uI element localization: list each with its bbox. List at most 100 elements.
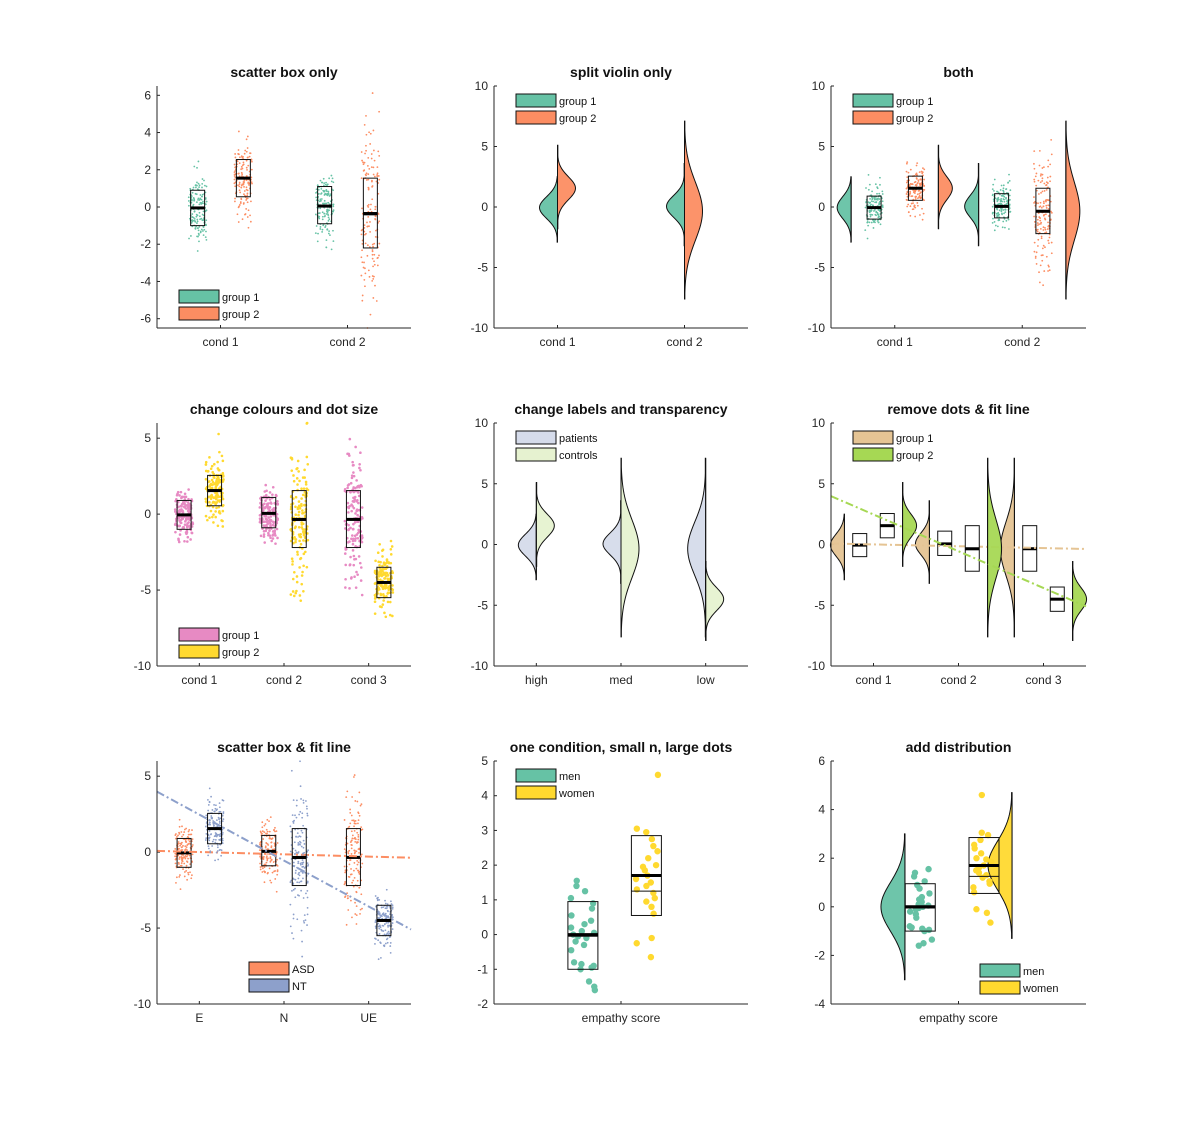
data-point bbox=[371, 279, 374, 282]
data-point bbox=[190, 235, 192, 237]
data-point bbox=[216, 808, 218, 811]
data-point bbox=[322, 224, 325, 227]
y-tick-label: 5 bbox=[818, 477, 825, 491]
data-point bbox=[878, 210, 881, 212]
data-point bbox=[271, 493, 274, 496]
data-point bbox=[391, 907, 394, 910]
data-point bbox=[365, 172, 368, 175]
data-point bbox=[1050, 241, 1053, 244]
data-point bbox=[183, 856, 185, 858]
data-point bbox=[179, 874, 181, 876]
data-point bbox=[367, 173, 370, 176]
data-point bbox=[259, 518, 262, 522]
data-point bbox=[908, 185, 911, 187]
legend-label: group 2 bbox=[222, 647, 259, 659]
data-point bbox=[1043, 217, 1046, 220]
data-point bbox=[361, 299, 364, 302]
data-point bbox=[212, 472, 215, 476]
data-point bbox=[296, 832, 299, 835]
data-point bbox=[315, 225, 318, 227]
data-point bbox=[242, 202, 245, 204]
data-point bbox=[648, 903, 655, 910]
data-point bbox=[1045, 188, 1048, 191]
data-point bbox=[294, 849, 297, 852]
y-tick-label: -4 bbox=[814, 997, 825, 1011]
data-point bbox=[180, 502, 184, 506]
data-point bbox=[352, 474, 356, 478]
data-point bbox=[297, 526, 301, 529]
data-point bbox=[1008, 194, 1011, 197]
data-point bbox=[373, 597, 377, 600]
data-point bbox=[1047, 221, 1049, 224]
data-point bbox=[189, 187, 192, 190]
data-point bbox=[291, 560, 294, 563]
data-point bbox=[391, 584, 394, 587]
data-point bbox=[361, 242, 364, 245]
data-point bbox=[191, 191, 194, 194]
data-point bbox=[262, 867, 264, 870]
data-point bbox=[355, 500, 358, 503]
data-point bbox=[196, 214, 199, 217]
y-tick-label: -2 bbox=[140, 237, 151, 251]
data-point bbox=[386, 937, 389, 940]
data-point bbox=[247, 209, 250, 212]
data-point bbox=[923, 189, 926, 191]
data-point bbox=[1040, 173, 1042, 176]
data-point bbox=[266, 830, 269, 833]
data-point bbox=[1047, 270, 1049, 272]
data-point bbox=[357, 819, 360, 822]
data-point bbox=[353, 849, 356, 852]
data-point bbox=[190, 531, 194, 535]
data-point bbox=[993, 229, 996, 232]
data-point bbox=[314, 213, 317, 216]
data-point bbox=[391, 928, 394, 930]
data-point bbox=[1008, 207, 1011, 210]
data-point bbox=[363, 224, 366, 227]
data-point bbox=[350, 847, 353, 850]
data-point bbox=[922, 184, 925, 187]
data-point bbox=[178, 875, 181, 878]
data-point bbox=[243, 190, 246, 192]
y-tick-label: 3 bbox=[481, 823, 488, 837]
data-point bbox=[245, 166, 248, 169]
data-point bbox=[350, 853, 353, 855]
data-point bbox=[360, 803, 363, 805]
data-point bbox=[240, 171, 243, 174]
data-point bbox=[275, 494, 278, 498]
data-point bbox=[907, 211, 910, 213]
data-point bbox=[319, 198, 322, 201]
data-point bbox=[347, 483, 351, 486]
data-point bbox=[178, 533, 182, 536]
data-point bbox=[350, 830, 353, 833]
data-point bbox=[358, 814, 361, 817]
data-point bbox=[259, 534, 263, 538]
data-point bbox=[179, 888, 182, 890]
data-point bbox=[327, 193, 330, 196]
data-point bbox=[177, 540, 181, 544]
data-point bbox=[993, 189, 995, 192]
data-point bbox=[346, 897, 349, 900]
data-point bbox=[318, 212, 321, 214]
data-point bbox=[996, 198, 999, 200]
violin-group-1 bbox=[829, 513, 845, 581]
data-point bbox=[239, 156, 241, 159]
data-point bbox=[367, 203, 370, 206]
data-point bbox=[301, 955, 304, 958]
data-point bbox=[266, 859, 269, 862]
data-point bbox=[298, 881, 301, 884]
data-point bbox=[866, 237, 869, 240]
data-point bbox=[234, 156, 237, 159]
data-point bbox=[328, 177, 331, 180]
data-point bbox=[178, 524, 181, 528]
data-point bbox=[204, 500, 208, 503]
data-point bbox=[239, 202, 242, 205]
data-point bbox=[1036, 228, 1039, 231]
data-point bbox=[302, 564, 305, 568]
data-point bbox=[391, 614, 394, 618]
data-point bbox=[1033, 150, 1036, 153]
data-point bbox=[365, 179, 368, 181]
data-point bbox=[998, 213, 1001, 216]
data-point bbox=[274, 826, 276, 829]
fit-line bbox=[156, 790, 412, 931]
